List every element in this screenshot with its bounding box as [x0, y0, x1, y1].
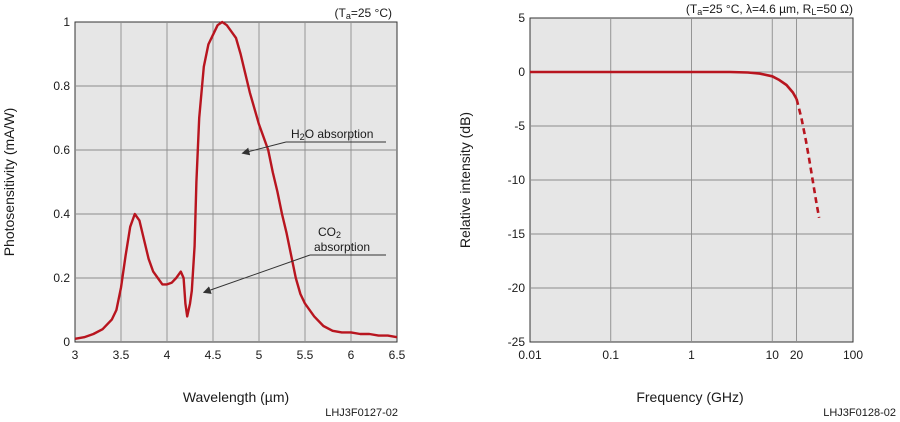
y-axis-label-left: Photosensitivity (mA/W)	[1, 108, 17, 257]
y-tick-label: 1	[63, 15, 70, 29]
figure-code-right: LHJ3F0128-02	[823, 407, 896, 419]
x-tick-label: 6.5	[389, 348, 406, 362]
x-tick-label: 100	[843, 348, 863, 362]
y-tick-label: 0	[63, 335, 70, 349]
y-tick-label: -20	[508, 281, 526, 295]
y-tick-label: 0	[518, 65, 525, 79]
grid-left	[75, 22, 397, 342]
y-tick-labels-right: 5 0 -5 -10 -15 -20 -25	[508, 11, 526, 349]
y-tick-label: 0.4	[53, 207, 70, 221]
x-tick-label: 3.5	[113, 348, 130, 362]
condition-left: (Ta=25 °C)	[335, 6, 393, 21]
x-axis-label-left: Wavelength (µm)	[183, 389, 289, 405]
x-tick-labels-left: 3 3.5 4 4.5 5 5.5 6 6.5	[72, 348, 406, 362]
series-left	[74, 20, 398, 340]
x-tick-label: 5	[256, 348, 263, 362]
condition-right: (Ta=25 °C, λ=4.6 µm, RL=50 Ω)	[686, 2, 853, 17]
annotation-h2o-arrow	[241, 141, 287, 156]
x-tick-label: 0.01	[518, 348, 542, 362]
x-axis-label-right: Frequency (GHz)	[636, 389, 743, 405]
y-tick-label: 5	[518, 11, 525, 25]
y-tick-labels-left: 0 0.2 0.4 0.6 0.8 1	[53, 15, 70, 349]
y-tick-label: -5	[514, 119, 525, 133]
annotation-co2-arrow	[202, 254, 311, 294]
x-tick-label: 4.5	[205, 348, 222, 362]
annotation-h2o: H2O absorption	[241, 127, 386, 156]
annotation-h2o-label: H2O absorption	[291, 127, 373, 142]
x-tick-label: 1	[688, 348, 695, 362]
y-axis-label-right: Relative intensity (dB)	[457, 112, 473, 248]
y-tick-label: -10	[508, 173, 526, 187]
series-line	[74, 20, 398, 340]
x-tick-label: 0.1	[602, 348, 619, 362]
y-tick-label: 0.8	[53, 79, 70, 93]
series-line-solid	[530, 70, 798, 100]
x-tick-label: 6	[348, 348, 355, 362]
annotation-co2-label-line2: absorption	[314, 240, 370, 254]
x-tick-label: 5.5	[297, 348, 314, 362]
x-tick-label: 20	[790, 348, 804, 362]
y-tick-label: -15	[508, 227, 526, 241]
y-tick-label: -25	[508, 335, 526, 349]
y-tick-label: 0.6	[53, 143, 70, 157]
x-tick-label: 10	[766, 348, 780, 362]
x-tick-labels-right: 0.01 0.1 1 10 20 100	[518, 348, 863, 362]
chart-photosensitivity: 3 3.5 4 4.5 5 5.5 6 6.5 0 0.2 0.4 0.6 0.8 1 (Ta=25 °…	[1, 6, 406, 419]
plot-area-left	[74, 21, 398, 343]
x-tick-label: 4	[164, 348, 171, 362]
series-right	[530, 70, 821, 219]
annotation-co2: CO2 absorption	[202, 225, 386, 294]
figure-code-left: LHJ3F0127-02	[325, 407, 398, 419]
y-tick-label: 0.2	[53, 271, 70, 285]
x-tick-label: 3	[72, 348, 79, 362]
series-line-dashed	[795, 98, 821, 219]
annotation-co2-label-line1: CO2	[318, 225, 341, 240]
chart-frequency-response: 0.01 0.1 1 10 20 100 5 0 -5 -10 -15 -20 -25 (Ta=25 …	[457, 2, 896, 419]
